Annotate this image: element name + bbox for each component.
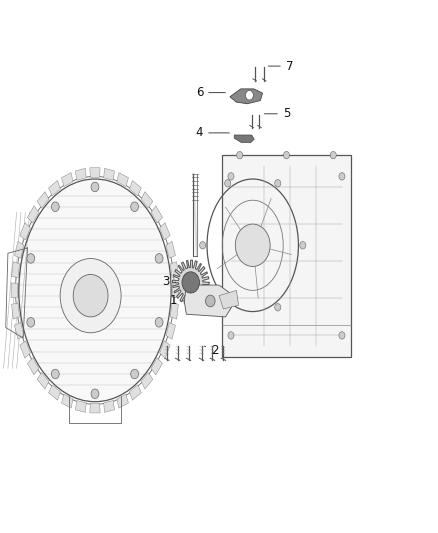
Text: 6: 6 bbox=[196, 86, 226, 99]
Text: 4: 4 bbox=[196, 126, 229, 140]
Polygon shape bbox=[234, 135, 254, 142]
Polygon shape bbox=[151, 358, 162, 375]
Circle shape bbox=[228, 173, 234, 180]
Text: 1: 1 bbox=[170, 294, 184, 308]
Circle shape bbox=[91, 389, 99, 399]
Polygon shape bbox=[75, 168, 86, 180]
Circle shape bbox=[237, 151, 243, 159]
Circle shape bbox=[275, 304, 281, 311]
Circle shape bbox=[228, 332, 234, 339]
Polygon shape bbox=[151, 206, 162, 223]
Polygon shape bbox=[28, 358, 39, 375]
Circle shape bbox=[60, 259, 121, 333]
Circle shape bbox=[330, 151, 336, 159]
Text: 7: 7 bbox=[268, 60, 293, 72]
Polygon shape bbox=[49, 181, 60, 196]
Polygon shape bbox=[11, 283, 18, 298]
Circle shape bbox=[27, 318, 35, 327]
Polygon shape bbox=[28, 206, 39, 223]
Circle shape bbox=[225, 304, 231, 311]
Circle shape bbox=[200, 241, 206, 249]
Polygon shape bbox=[184, 285, 232, 317]
Polygon shape bbox=[166, 241, 176, 258]
Text: 3: 3 bbox=[162, 275, 176, 288]
Polygon shape bbox=[141, 192, 153, 208]
Circle shape bbox=[339, 173, 345, 180]
Polygon shape bbox=[117, 394, 128, 408]
Circle shape bbox=[275, 180, 281, 187]
Polygon shape bbox=[61, 394, 73, 408]
Circle shape bbox=[51, 202, 59, 212]
Polygon shape bbox=[14, 322, 24, 340]
Polygon shape bbox=[11, 303, 20, 319]
Circle shape bbox=[91, 182, 99, 192]
Circle shape bbox=[155, 254, 163, 263]
Polygon shape bbox=[159, 223, 170, 240]
Polygon shape bbox=[230, 89, 262, 104]
Polygon shape bbox=[104, 400, 115, 413]
Polygon shape bbox=[130, 181, 141, 196]
Circle shape bbox=[73, 274, 108, 317]
Circle shape bbox=[339, 332, 345, 339]
Polygon shape bbox=[37, 192, 49, 208]
Circle shape bbox=[131, 369, 138, 379]
Polygon shape bbox=[170, 262, 178, 278]
Circle shape bbox=[182, 272, 199, 293]
Polygon shape bbox=[104, 168, 115, 180]
Circle shape bbox=[300, 241, 306, 249]
Polygon shape bbox=[222, 155, 351, 357]
Polygon shape bbox=[90, 168, 100, 177]
Circle shape bbox=[225, 180, 231, 187]
Circle shape bbox=[235, 224, 270, 266]
Polygon shape bbox=[11, 262, 20, 278]
Polygon shape bbox=[173, 260, 209, 305]
Polygon shape bbox=[170, 303, 178, 319]
Polygon shape bbox=[61, 173, 73, 187]
Polygon shape bbox=[130, 385, 141, 400]
Ellipse shape bbox=[19, 179, 171, 402]
Circle shape bbox=[283, 151, 290, 159]
Circle shape bbox=[246, 91, 253, 100]
Polygon shape bbox=[172, 283, 179, 298]
Circle shape bbox=[131, 202, 138, 212]
Polygon shape bbox=[20, 341, 30, 358]
Text: 2: 2 bbox=[204, 344, 219, 357]
Circle shape bbox=[27, 254, 35, 263]
Polygon shape bbox=[20, 223, 30, 240]
Polygon shape bbox=[90, 403, 100, 413]
Circle shape bbox=[51, 369, 59, 379]
Polygon shape bbox=[141, 373, 153, 389]
Polygon shape bbox=[75, 400, 86, 413]
Circle shape bbox=[155, 318, 163, 327]
Polygon shape bbox=[37, 373, 49, 389]
Circle shape bbox=[205, 295, 215, 307]
Text: 5: 5 bbox=[265, 107, 290, 120]
Polygon shape bbox=[117, 173, 128, 187]
Polygon shape bbox=[159, 341, 170, 358]
Polygon shape bbox=[49, 385, 60, 400]
Polygon shape bbox=[14, 241, 24, 258]
Polygon shape bbox=[166, 322, 176, 340]
Polygon shape bbox=[219, 290, 239, 309]
